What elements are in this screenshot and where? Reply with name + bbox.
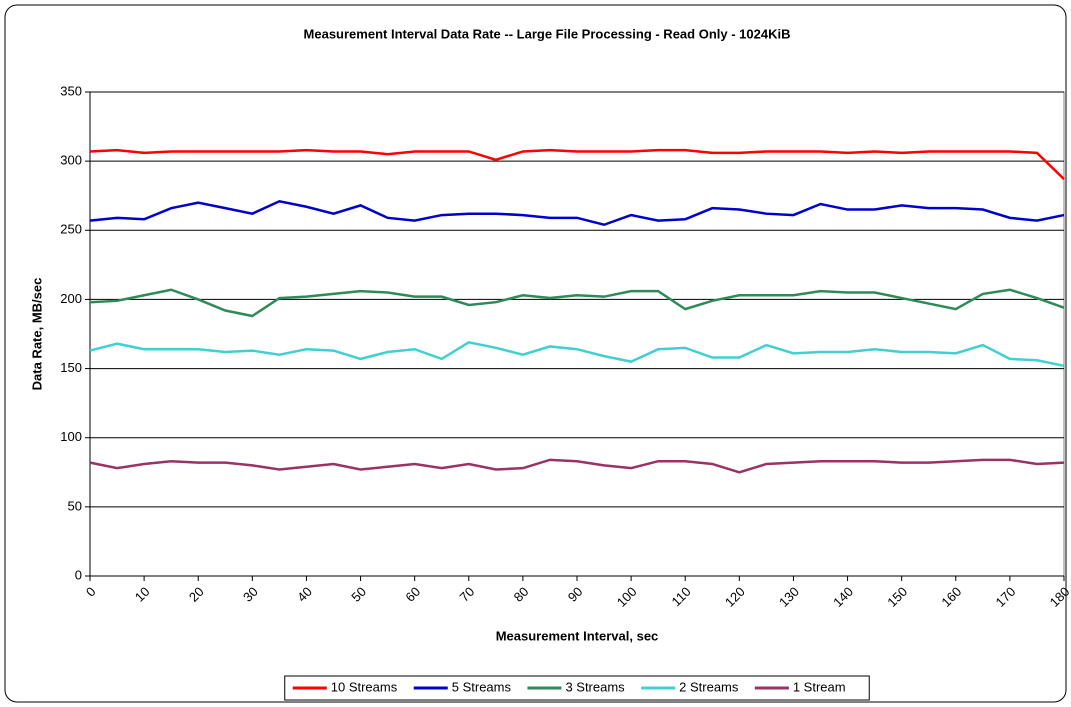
y-tick-label: 100 — [60, 429, 82, 444]
x-axis-label: Measurement Interval, sec — [496, 628, 659, 643]
series-line — [89, 199, 1065, 227]
chart-title: Measurement Interval Data Rate -- Large … — [304, 26, 791, 41]
legend-label: 1 Stream — [793, 679, 846, 694]
y-axis-label: Data Rate, MB/sec — [29, 278, 44, 391]
y-tick-label: 350 — [60, 83, 82, 98]
legend-label: 5 Streams — [452, 679, 512, 694]
y-tick-label: 50 — [68, 498, 82, 513]
series-line — [89, 458, 1065, 474]
series-line — [89, 148, 1065, 181]
y-tick-label: 200 — [60, 291, 82, 306]
y-tick-label: 300 — [60, 153, 82, 168]
y-tick-label: 0 — [75, 567, 82, 582]
legend-label: 10 Streams — [331, 679, 398, 694]
y-tick-label: 250 — [60, 222, 82, 237]
plot-area — [89, 91, 1065, 577]
legend-label: 3 Streams — [565, 679, 625, 694]
series-line — [89, 288, 1065, 318]
y-tick-label: 150 — [60, 360, 82, 375]
series-line — [89, 340, 1065, 368]
legend-label: 2 Streams — [679, 679, 739, 694]
